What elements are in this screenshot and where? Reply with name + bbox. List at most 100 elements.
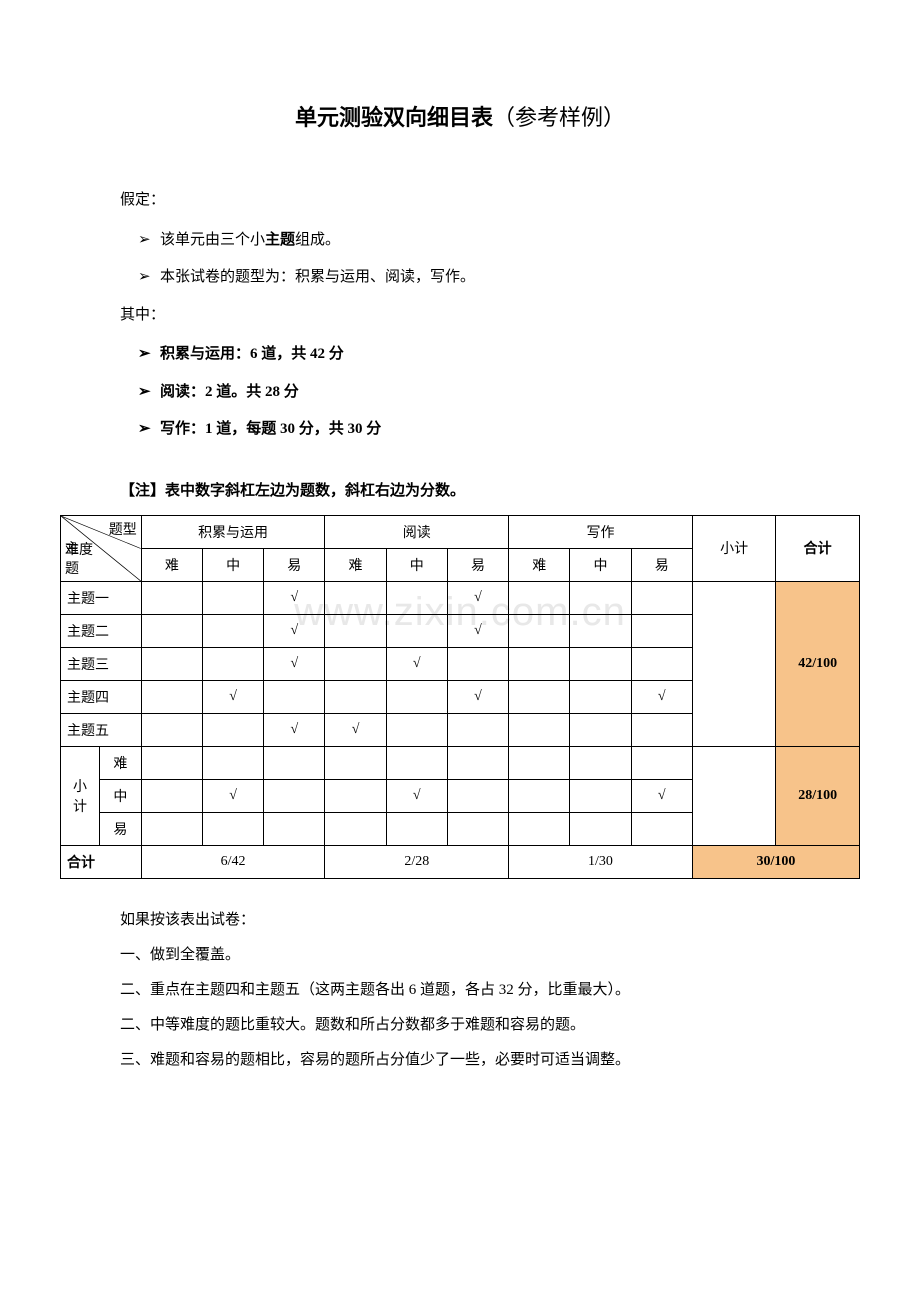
cell: [509, 746, 570, 779]
cell: [325, 581, 386, 614]
cell: √: [447, 614, 508, 647]
total-cell: 42/100: [776, 581, 860, 746]
cell: [264, 680, 325, 713]
footer-item: 二、重点在主题四和主题五（这两主题各出 6 道题，各占 32 分，比重最大）。: [120, 974, 860, 1007]
cell: [509, 647, 570, 680]
cell: [447, 746, 508, 779]
cell: [141, 614, 202, 647]
wherein-item: 阅读：2 道。共 28 分: [120, 374, 860, 412]
assumption-item: 本张试卷的题型为：积累与运用、阅读，写作。: [120, 259, 860, 297]
cell: [386, 581, 447, 614]
footer-item: 三、难题和容易的题相比，容易的题所占分值少了一些，必要时可适当调整。: [120, 1044, 860, 1077]
cell: √: [325, 713, 386, 746]
cell: [631, 812, 692, 845]
cell: [447, 713, 508, 746]
assumptions-section: 假定： 该单元由三个小主题组成。 本张试卷的题型为：积累与运用、阅读，写作。 其…: [60, 182, 860, 449]
cell: [325, 680, 386, 713]
subtotal-rows-label: 小 计: [61, 746, 100, 845]
cell: [570, 746, 631, 779]
cell: [570, 713, 631, 746]
assumption-item: 该单元由三个小主题组成。: [120, 222, 860, 260]
cell: [325, 647, 386, 680]
cell: [325, 746, 386, 779]
cell: [325, 614, 386, 647]
level-cell: 易: [264, 548, 325, 581]
cell: [141, 581, 202, 614]
cell: [202, 746, 263, 779]
total-row: 合计 6/42 2/28 1/30 30/100: [61, 845, 860, 878]
cell: [447, 812, 508, 845]
cell: √: [386, 647, 447, 680]
cell: √: [264, 581, 325, 614]
cell: [570, 779, 631, 812]
cell: √: [202, 779, 263, 812]
level-cell: 易: [447, 548, 508, 581]
level-cell: 中: [570, 548, 631, 581]
footer-intro: 如果按该表出试卷：: [120, 904, 860, 937]
diag-top: 题型: [109, 519, 137, 539]
level-cell: 难: [141, 548, 202, 581]
total-header: 合计: [776, 515, 860, 581]
cell: [264, 746, 325, 779]
footer-item: 二、中等难度的题比重较大。题数和所占分数都多于难题和容易的题。: [120, 1009, 860, 1042]
footer-item: 一、做到全覆盖。: [120, 939, 860, 972]
level-cell: 难: [325, 548, 386, 581]
cell: √: [264, 614, 325, 647]
cell: [570, 581, 631, 614]
cell: √: [264, 647, 325, 680]
level-cell: 易: [631, 548, 692, 581]
title-suffix: （参考样例）: [493, 105, 625, 130]
specification-table: 题型 难度 主 题 积累与运用 阅读 写作 小计 合计 难 中 易 难 中 易 …: [60, 515, 860, 879]
table-wrap: 题型 难度 主 题 积累与运用 阅读 写作 小计 合计 难 中 易 难 中 易 …: [60, 515, 860, 879]
cell: [447, 779, 508, 812]
title-main: 单元测验双向细目表: [295, 105, 493, 130]
cell: [631, 614, 692, 647]
page-title: 单元测验双向细目表（参考样例）: [60, 100, 860, 132]
cell: [141, 779, 202, 812]
cell: [202, 713, 263, 746]
col-total: 1/30: [509, 845, 693, 878]
wherein-label: 其中：: [120, 297, 860, 335]
diag-bot: 主 题: [65, 538, 79, 578]
group-header: 写作: [509, 515, 693, 548]
cell: [325, 779, 386, 812]
cell: [447, 647, 508, 680]
cell: √: [631, 779, 692, 812]
wherein-item: 写作：1 道，每题 30 分，共 30 分: [120, 411, 860, 449]
cell: [631, 647, 692, 680]
cell: √: [631, 680, 692, 713]
table-header-row: 题型 难度 主 题 积累与运用 阅读 写作 小计 合计: [61, 515, 860, 548]
cell: [386, 746, 447, 779]
subtotal-row: 小 计 难 28/100: [61, 746, 860, 779]
bold-text: 主题: [265, 232, 295, 248]
level-cell: 中: [386, 548, 447, 581]
cell: [570, 614, 631, 647]
cell: [202, 647, 263, 680]
cell: [509, 581, 570, 614]
cell: [509, 680, 570, 713]
cell: [509, 812, 570, 845]
cell: [631, 746, 692, 779]
topic-cell: 主题三: [61, 647, 142, 680]
cell: [386, 812, 447, 845]
note: 【注】表中数字斜杠左边为题数，斜杠右边为分数。: [60, 479, 860, 500]
footer-section: 如果按该表出试卷： 一、做到全覆盖。 二、重点在主题四和主题五（这两主题各出 6…: [60, 904, 860, 1077]
total-cell: 28/100: [776, 746, 860, 845]
level-cell: 中: [202, 548, 263, 581]
table-row: 主题一 √ √ 42/100: [61, 581, 860, 614]
cell: [325, 812, 386, 845]
cell: [202, 812, 263, 845]
level-cell: 难: [99, 746, 141, 779]
diagonal-header: 题型 难度 主 题: [61, 515, 142, 581]
cell: [202, 614, 263, 647]
topic-cell: 主题四: [61, 680, 142, 713]
col-total: 6/42: [141, 845, 325, 878]
cell: √: [447, 581, 508, 614]
cell: [509, 614, 570, 647]
subtotal-header: 小计: [692, 515, 776, 581]
topic-cell: 主题一: [61, 581, 142, 614]
assumption-label: 假定：: [120, 182, 860, 220]
cell: [141, 713, 202, 746]
topic-cell: 主题五: [61, 713, 142, 746]
cell: [631, 713, 692, 746]
